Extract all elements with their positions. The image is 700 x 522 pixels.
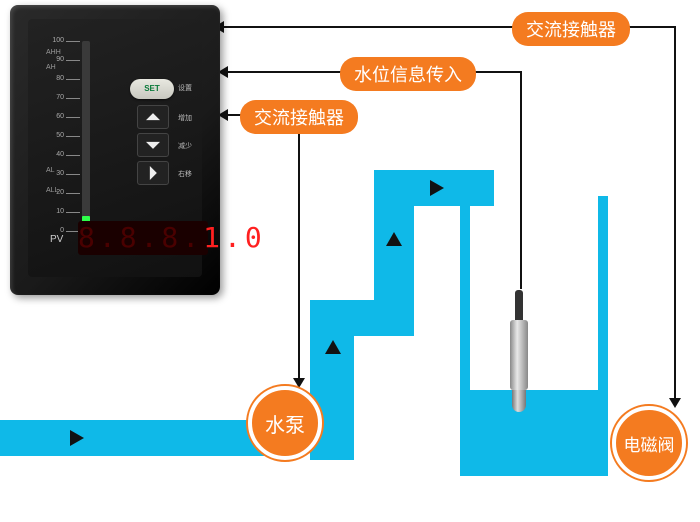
set-button[interactable]: SET: [130, 79, 174, 99]
flow-arrow: [386, 232, 402, 246]
flow-arrow: [70, 430, 84, 446]
right-button[interactable]: [137, 161, 169, 185]
tank-water: [470, 390, 598, 468]
signal-line-top: [674, 26, 676, 400]
flow-arrow: [430, 180, 444, 196]
down-button[interactable]: [137, 133, 169, 157]
alarm-label: AL: [46, 167, 55, 174]
label-ac-contactor-top: 交流接触器: [512, 12, 630, 46]
level-probe: [510, 290, 528, 412]
pipe-inlet: [0, 420, 282, 456]
alarm-label: AHH: [46, 49, 61, 56]
btn-label-up: 增加: [178, 113, 192, 123]
flow-arrow: [325, 340, 341, 354]
signal-line-left: [298, 114, 300, 380]
level-controller: 0102030405060708090100 SET 设置 增加 减少 右移 P…: [10, 5, 220, 295]
signal-line-mid: [520, 71, 522, 289]
bar-scale: 0102030405060708090100: [72, 41, 98, 231]
btn-label-rt: 右移: [178, 169, 192, 179]
signal-arrow: [669, 398, 681, 408]
btn-label-set: 设置: [178, 83, 192, 93]
valve-node: 电磁阀: [612, 406, 686, 480]
alarm-label: ALL: [46, 187, 58, 194]
led-display: 8.8.8.1.0: [78, 221, 208, 255]
pump-node: 水泵: [248, 386, 322, 460]
up-button[interactable]: [137, 105, 169, 129]
label-ac-contactor-left: 交流接触器: [240, 100, 358, 134]
label-water-signal: 水位信息传入: [340, 57, 476, 91]
btn-label-dn: 减少: [178, 141, 192, 151]
alarm-label: AH: [46, 64, 56, 71]
pv-label: PV: [50, 234, 63, 245]
